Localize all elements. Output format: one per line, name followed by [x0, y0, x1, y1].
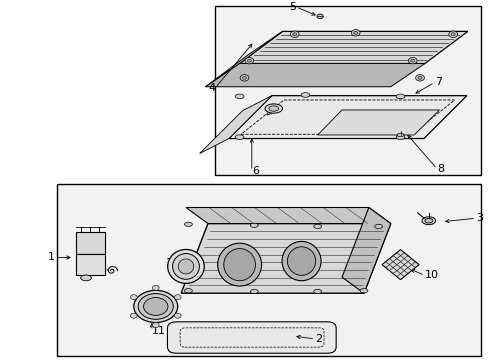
Ellipse shape — [395, 135, 404, 139]
Ellipse shape — [395, 94, 404, 99]
Ellipse shape — [250, 289, 258, 293]
Ellipse shape — [268, 106, 278, 111]
Text: 12: 12 — [165, 258, 180, 268]
Ellipse shape — [152, 285, 159, 291]
Ellipse shape — [448, 31, 457, 37]
Text: 13: 13 — [91, 255, 105, 265]
Polygon shape — [239, 31, 467, 63]
FancyBboxPatch shape — [167, 322, 335, 353]
Text: 5: 5 — [288, 2, 295, 12]
Ellipse shape — [313, 289, 321, 293]
Ellipse shape — [152, 323, 159, 328]
Text: 8: 8 — [436, 164, 443, 174]
Ellipse shape — [138, 293, 173, 319]
Ellipse shape — [130, 313, 137, 318]
Ellipse shape — [235, 94, 244, 99]
Text: 9: 9 — [264, 107, 271, 117]
Ellipse shape — [217, 243, 261, 286]
Ellipse shape — [130, 294, 137, 300]
Ellipse shape — [421, 217, 435, 225]
Ellipse shape — [172, 253, 199, 279]
Polygon shape — [185, 207, 390, 224]
Text: 7: 7 — [434, 77, 441, 87]
Text: 11: 11 — [152, 326, 165, 336]
Ellipse shape — [244, 58, 253, 64]
Bar — [57, 184, 480, 356]
Polygon shape — [205, 31, 282, 87]
Polygon shape — [341, 207, 390, 293]
Ellipse shape — [407, 58, 416, 64]
Ellipse shape — [81, 275, 91, 281]
Text: 4: 4 — [208, 83, 215, 93]
Ellipse shape — [184, 289, 192, 293]
Ellipse shape — [424, 219, 432, 223]
Ellipse shape — [350, 30, 359, 36]
Ellipse shape — [224, 248, 255, 281]
Ellipse shape — [415, 75, 424, 81]
Text: 10: 10 — [424, 270, 438, 280]
Polygon shape — [381, 249, 418, 280]
Ellipse shape — [359, 289, 367, 293]
Ellipse shape — [316, 14, 323, 19]
Polygon shape — [181, 224, 390, 293]
Text: 1: 1 — [47, 252, 54, 262]
Ellipse shape — [282, 242, 321, 281]
Ellipse shape — [250, 223, 258, 228]
Polygon shape — [317, 110, 439, 135]
Ellipse shape — [287, 247, 315, 275]
Ellipse shape — [301, 93, 309, 97]
Bar — [76, 254, 104, 275]
Ellipse shape — [292, 33, 296, 36]
Ellipse shape — [410, 59, 414, 62]
Bar — [76, 233, 104, 254]
Ellipse shape — [240, 75, 248, 81]
Ellipse shape — [290, 31, 299, 37]
Ellipse shape — [247, 59, 251, 62]
Ellipse shape — [374, 224, 382, 229]
Text: 3: 3 — [475, 213, 482, 223]
Ellipse shape — [167, 249, 204, 283]
Ellipse shape — [313, 224, 321, 229]
Ellipse shape — [417, 76, 421, 79]
Ellipse shape — [143, 297, 167, 315]
Ellipse shape — [396, 133, 403, 137]
Ellipse shape — [174, 294, 181, 300]
Bar — [215, 6, 480, 175]
Ellipse shape — [264, 104, 282, 113]
Ellipse shape — [178, 259, 193, 274]
Ellipse shape — [450, 33, 454, 36]
Ellipse shape — [242, 76, 246, 79]
Text: 2: 2 — [315, 334, 322, 344]
Ellipse shape — [134, 291, 177, 323]
Ellipse shape — [184, 222, 192, 226]
Ellipse shape — [353, 31, 357, 34]
Polygon shape — [205, 63, 424, 87]
Polygon shape — [199, 96, 271, 154]
Ellipse shape — [235, 135, 244, 139]
Ellipse shape — [174, 313, 181, 318]
Text: 6: 6 — [251, 166, 258, 176]
Polygon shape — [228, 96, 466, 139]
